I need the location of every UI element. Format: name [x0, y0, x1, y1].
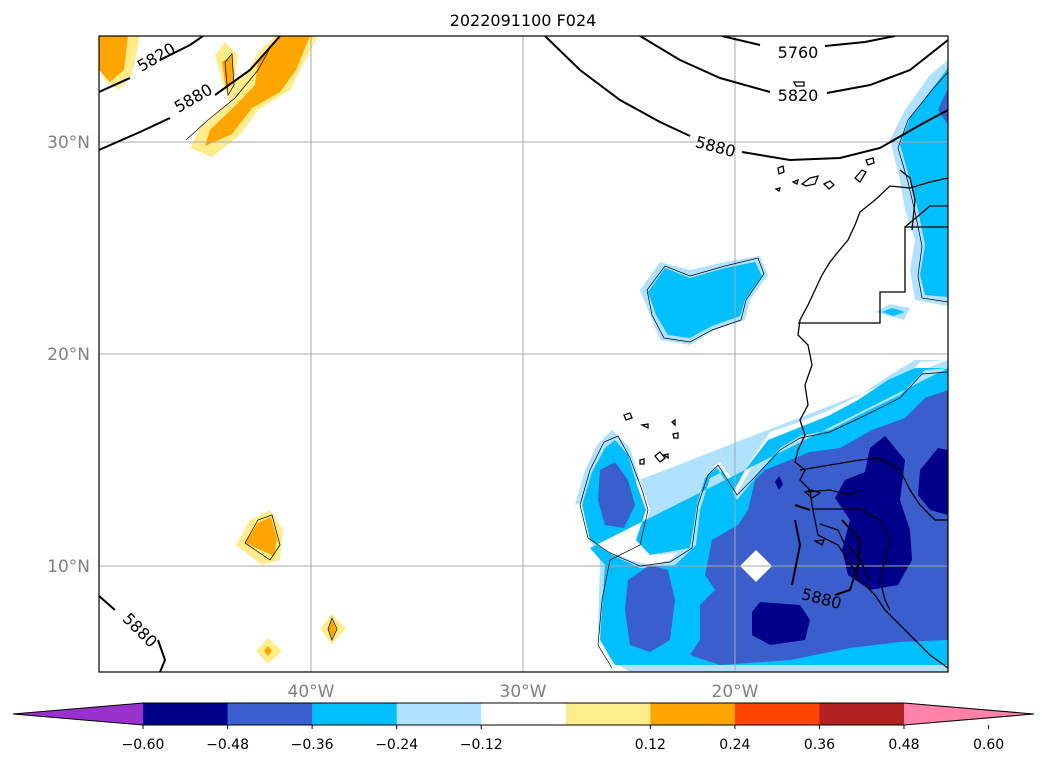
colorbar-segment [565, 703, 651, 725]
colorbar-extend-low [13, 703, 143, 725]
positive-anomaly-fill [99, 36, 346, 664]
colorbar-tick-label: −0.48 [206, 737, 249, 753]
map-frame [98, 35, 949, 673]
colorbar-tick-label: 0.48 [888, 737, 919, 753]
lon-label: 40°W [288, 682, 335, 702]
map-title: 2022091100 F024 [450, 11, 597, 30]
colorbar-tick-label: −0.36 [291, 737, 334, 753]
islands [623, 81, 875, 546]
map-area: 5820 5880 5760 5820 5880 5880 5880 [99, 36, 948, 672]
gridlines [99, 36, 948, 672]
latitude-labels: 30°N 20°N 10°N [47, 133, 90, 577]
lon-label: 20°W [712, 682, 759, 702]
lat-label: 30°N [47, 133, 90, 153]
colorbar-segment [396, 703, 482, 725]
colorbar-segment [143, 703, 229, 725]
colorbar-tick-label: −0.12 [460, 737, 503, 753]
lon-label: 30°W [500, 682, 547, 702]
colorbar-tick-label: 0.60 [973, 737, 1004, 753]
anomaly-contours [185, 47, 948, 669]
colorbar-segment [312, 703, 398, 725]
lat-label: 20°N [47, 345, 90, 365]
negative-anomaly-fill [575, 60, 948, 672]
colorbar-segment [481, 703, 567, 725]
contour-label: 5760 [778, 43, 819, 62]
colorbar-segment [650, 703, 736, 725]
colorbar-segment [227, 703, 313, 725]
longitude-labels: 40°W 30°W 20°W [288, 682, 759, 702]
contour-label: 5820 [778, 86, 819, 105]
colorbar-segment [734, 703, 820, 725]
colorbar-segment [819, 703, 905, 725]
height-contours [99, 36, 948, 672]
coastlines [794, 169, 948, 669]
colorbar: −0.60 −0.48 −0.36 −0.24 −0.12 0.12 0.24 0.36 0.4… [12, 702, 1035, 753]
colorbar-tick-label: 0.36 [804, 737, 835, 753]
colorbar-tick-label: 0.24 [719, 737, 750, 753]
lat-label: 10°N [47, 557, 90, 577]
colorbar-tick-label: 0.12 [635, 737, 666, 753]
colorbar-tick-label: −0.60 [122, 737, 165, 753]
colorbar-tick-label: −0.24 [375, 737, 418, 753]
colorbar-extend-high [904, 703, 1034, 725]
